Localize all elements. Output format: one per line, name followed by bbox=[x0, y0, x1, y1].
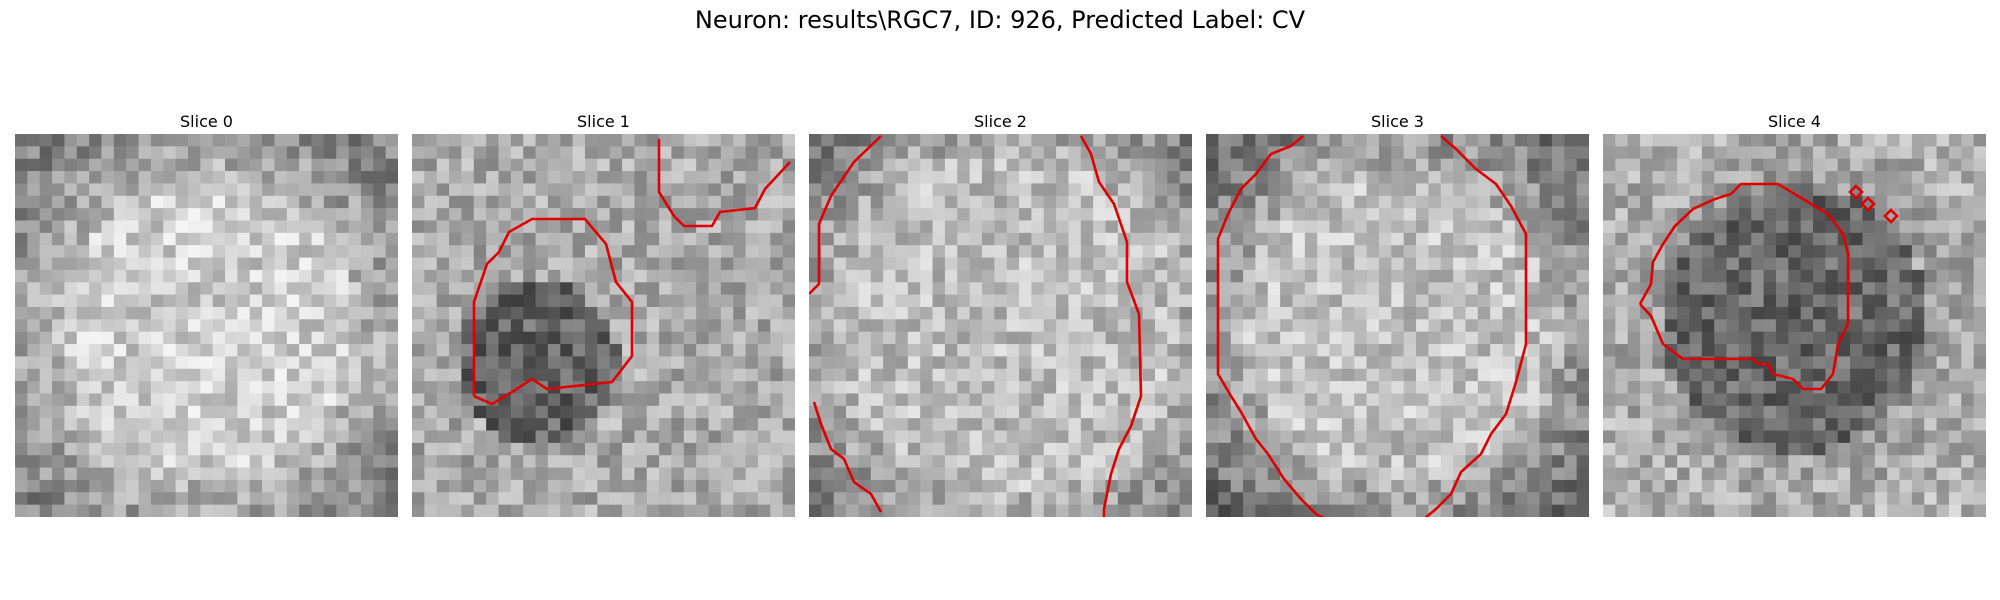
slice-title: Slice 3 bbox=[1371, 112, 1424, 131]
slice-title: Slice 0 bbox=[180, 112, 233, 131]
slice-image bbox=[809, 134, 1192, 517]
contour-marker bbox=[1860, 196, 1876, 212]
slice-image bbox=[15, 134, 398, 517]
contour-marker bbox=[1848, 184, 1864, 200]
contour-line bbox=[1216, 135, 1325, 517]
slice-panel-1: Slice 1 bbox=[412, 110, 795, 517]
grayscale-pixels bbox=[1603, 134, 1986, 517]
contour-line bbox=[809, 135, 882, 295]
slice-panel-2: Slice 2 bbox=[809, 110, 1192, 517]
contour-marker bbox=[1883, 208, 1899, 224]
slice-panel-4: Slice 4 bbox=[1603, 110, 1986, 517]
contour-line bbox=[1079, 135, 1143, 517]
slice-panel-3: Slice 3 bbox=[1206, 110, 1589, 517]
grayscale-pixels bbox=[15, 134, 398, 517]
contour-line bbox=[1424, 135, 1528, 517]
contour-line bbox=[812, 401, 883, 513]
grayscale-pixels bbox=[1206, 134, 1589, 517]
slice-panel-0: Slice 0 bbox=[15, 110, 398, 517]
slice-image bbox=[1603, 134, 1986, 517]
slice-image bbox=[412, 134, 795, 517]
slice-title: Slice 1 bbox=[577, 112, 630, 131]
figure-title: Neuron: results\RGC7, ID: 926, Predicted… bbox=[694, 6, 1306, 34]
slice-title: Slice 2 bbox=[974, 112, 1027, 131]
contour-line bbox=[1638, 182, 1850, 391]
slice-image bbox=[1206, 134, 1589, 517]
grayscale-pixels bbox=[809, 134, 1192, 517]
contour-line bbox=[657, 139, 791, 228]
contour-line bbox=[472, 217, 634, 406]
slice-title: Slice 4 bbox=[1768, 112, 1821, 131]
grayscale-pixels bbox=[412, 134, 795, 517]
